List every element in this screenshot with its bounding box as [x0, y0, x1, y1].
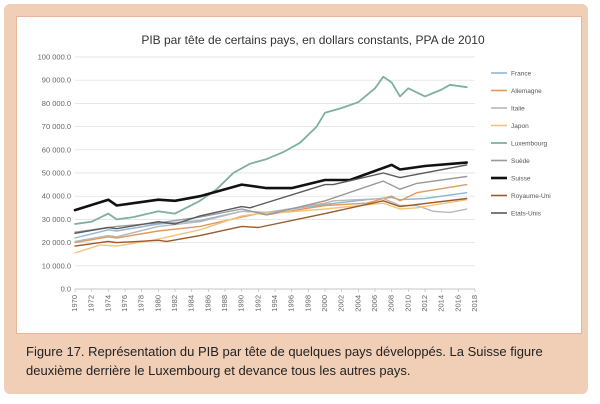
chart-panel: PIB par tête de certains pays, en dollar…: [16, 16, 582, 334]
y-tick-label: 10 000.0: [42, 261, 71, 270]
figure-caption: Figure 17. Représentation du PIB par têt…: [26, 344, 543, 378]
x-tick-label: 2006: [370, 295, 379, 312]
x-tick-label: 1998: [303, 295, 312, 312]
series-layer: [73, 75, 468, 254]
legend-label-suisse: Suisse: [511, 175, 531, 182]
y-tick-label: 70 000.0: [42, 122, 71, 131]
series-line-japon: [74, 199, 468, 254]
x-tick-label: 1970: [70, 295, 79, 312]
legend-label-luxembourg: Luxembourg: [511, 140, 548, 147]
series-line-italie: [74, 197, 468, 243]
series-line-luxembourg: [74, 75, 468, 225]
x-tick-label: 1986: [203, 295, 212, 312]
x-tick-label: 2010: [403, 295, 412, 312]
series-line-royaume-uni: [74, 197, 468, 247]
chart-title: PIB par tête de certains pays, en dollar…: [141, 33, 485, 47]
y-tick-label: 0.0: [61, 285, 71, 294]
y-tick-label: 60 000.0: [42, 145, 71, 154]
x-tick-label: 1992: [253, 295, 262, 312]
chart-svg: PIB par tête de certains pays, en dollar…: [38, 33, 551, 312]
figure-frame: PIB par tête de certains pays, en dollar…: [4, 4, 588, 394]
legend-label-japon: Japon: [511, 123, 529, 130]
y-tick-label: 30 000.0: [42, 215, 71, 224]
x-tick-label: 2014: [437, 295, 446, 312]
x-tick-label: 1984: [187, 295, 196, 312]
x-tick-label: 2016: [453, 295, 462, 312]
y-tick-label: 40 000.0: [42, 192, 71, 201]
x-tick-label: 1978: [137, 295, 146, 312]
x-tick-label: 1990: [237, 295, 246, 312]
axis-layer: 0.0 10 000.0 20 000.0 30 000.0 40 000.0 50 00…: [38, 53, 479, 312]
y-tick-label: 100 000.0: [38, 53, 71, 62]
x-tick-label: 1988: [220, 295, 229, 312]
legend: France Allemagne Italie Japon Luxembourg Suèd…: [491, 70, 551, 217]
x-tick-label: 1976: [120, 295, 129, 312]
y-tick-label: 80 000.0: [42, 99, 71, 108]
x-tick-label: 1974: [103, 295, 112, 312]
x-tick-label: 1982: [170, 295, 179, 312]
series-line-etats-unis: [74, 164, 468, 234]
legend-label-royaume-uni: Royaume-Uni: [511, 193, 551, 200]
x-tick-label: 1994: [270, 295, 279, 312]
legend-label-france: France: [511, 70, 532, 77]
x-tick-label: 1996: [287, 295, 296, 312]
legend-label-su-de: Suède: [511, 158, 530, 165]
x-tick-label: 2000: [320, 295, 329, 312]
legend-label-italie: Italie: [511, 105, 525, 112]
x-tick-label: 2012: [420, 295, 429, 312]
x-tick-label: 1972: [87, 295, 96, 312]
series-line-france: [74, 192, 468, 239]
x-tick-label: 1980: [153, 295, 162, 312]
x-tick-label: 2004: [353, 295, 362, 312]
series-line-suisse: [73, 161, 468, 212]
legend-label-etats-unis: Etats-Unis: [511, 210, 542, 217]
caption-box: Figure 17. Représentation du PIB par têt…: [16, 336, 580, 388]
y-tick-label: 50 000.0: [42, 169, 71, 178]
x-tick-label: 2002: [337, 295, 346, 312]
y-tick-label: 90 000.0: [42, 76, 71, 85]
x-tick-label: 2008: [387, 295, 396, 312]
legend-label-allemagne: Allemagne: [511, 88, 542, 95]
x-tick-label: 2018: [470, 295, 479, 312]
y-tick-label: 20 000.0: [42, 238, 71, 247]
